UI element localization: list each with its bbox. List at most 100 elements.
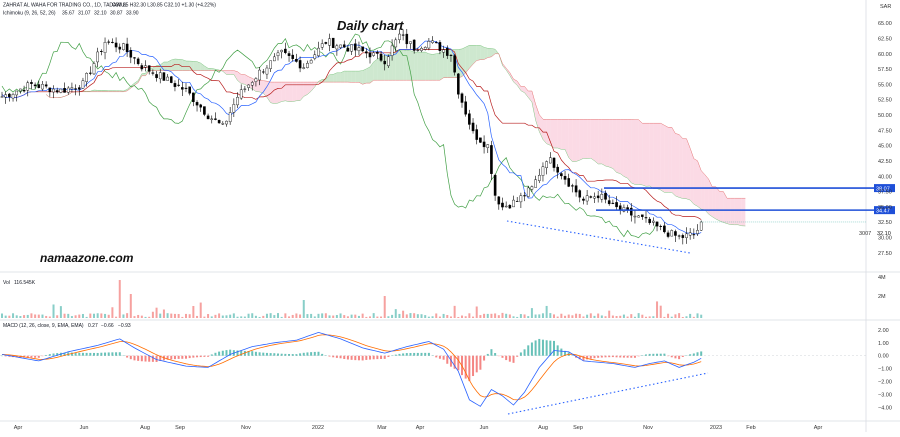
candle-body: [391, 46, 393, 56]
macd-histogram-bar: [413, 353, 415, 356]
volume-bar: [406, 314, 408, 318]
candle-body: [582, 199, 584, 200]
candle-body: [207, 116, 209, 119]
volume-bar: [446, 315, 448, 318]
volume-bar: [244, 317, 246, 318]
volume-bar: [38, 315, 40, 318]
cloud-segment: [694, 159, 698, 207]
countdown-label: 3007: [859, 231, 871, 237]
volume-bar: [671, 317, 673, 318]
macd-histogram-bar: [656, 354, 658, 356]
volume-bar: [152, 312, 154, 318]
candle-body: [178, 85, 180, 86]
volume-bar: [225, 315, 227, 318]
macd-histogram-bar: [406, 353, 408, 356]
candle-body: [417, 50, 419, 51]
macd-histogram-bar: [332, 356, 334, 358]
candle-body: [439, 42, 441, 50]
volume-bar: [376, 317, 378, 318]
macd-histogram-bar: [638, 356, 640, 357]
macd-histogram-bar: [343, 356, 345, 359]
volume-bar: [678, 313, 680, 318]
volume-bar: [86, 317, 88, 318]
candle-body: [288, 53, 290, 55]
volume-bar: [259, 317, 261, 318]
cloud-segment: [274, 82, 278, 104]
volume-bar: [402, 311, 404, 318]
volume-bar: [369, 316, 371, 318]
volume-bar: [608, 311, 610, 318]
cloud-segment: [226, 71, 230, 75]
candle-body: [185, 88, 187, 89]
volume-tick-label: 2M: [878, 294, 886, 300]
candle-body: [652, 221, 654, 222]
cloud-segment: [646, 123, 650, 186]
cloud-segment: [348, 71, 352, 82]
macd-histogram-bar: [115, 352, 117, 355]
macd-histogram-bar: [590, 356, 592, 359]
cloud-segment: [661, 123, 665, 192]
volume-bar: [273, 315, 275, 318]
macd-histogram-bar: [630, 356, 632, 358]
cloud-segment: [613, 119, 617, 172]
price-tick-label: 55.00: [878, 82, 892, 88]
candle-body: [351, 44, 353, 51]
macd-histogram-bar: [634, 356, 636, 358]
candle-body: [395, 40, 397, 47]
volume-bar: [27, 315, 29, 318]
candle-body: [30, 82, 32, 83]
time-tick-label: Jun: [480, 425, 489, 431]
candle-body: [122, 44, 124, 50]
candle-body: [649, 219, 651, 223]
cloud-segment: [422, 52, 426, 80]
candle-body: [641, 215, 643, 217]
candle-body: [141, 65, 143, 69]
cloud-segment: [433, 54, 437, 80]
candle-body: [332, 38, 334, 48]
candle-body: [568, 178, 570, 186]
candle-body: [479, 138, 481, 143]
macd-histogram-bar: [152, 356, 154, 362]
macd-histogram-bar: [501, 356, 503, 358]
volume-bar: [597, 314, 599, 318]
candle-body: [494, 175, 496, 195]
price-tick-label: 42.50: [878, 159, 892, 165]
candle-body: [365, 52, 367, 53]
ichimoku-value-4: 30.87: [110, 11, 123, 17]
cloud-segment: [182, 60, 186, 71]
cloud-segment: [429, 54, 433, 80]
cloud-segment: [414, 52, 418, 80]
macd-histogram-bar: [700, 351, 702, 355]
volume-bar: [251, 313, 253, 318]
volume-bar: [41, 315, 43, 318]
macd-histogram-bar: [424, 353, 426, 356]
cloud-segment: [631, 119, 635, 184]
time-tick-label: Jun: [80, 425, 89, 431]
candle-body: [398, 34, 400, 40]
macd-histogram-bar: [623, 356, 625, 358]
macd-histogram-bar: [270, 353, 272, 356]
candle-body: [358, 48, 360, 51]
candle-body: [571, 186, 573, 187]
candle-body: [656, 222, 658, 226]
macd-histogram-bar: [369, 356, 371, 360]
cloud-segment: [712, 187, 716, 219]
macd-histogram-bar: [200, 356, 202, 357]
volume-bar: [133, 316, 135, 318]
volume-bar: [524, 314, 526, 318]
volume-bar: [660, 306, 662, 318]
volume-bar: [645, 317, 647, 318]
cloud-segment: [635, 120, 639, 185]
macd-histogram-bar: [137, 356, 139, 361]
time-tick-label: Apr: [14, 425, 23, 431]
cloud-segment: [278, 82, 282, 103]
volume-bar: [365, 317, 367, 318]
volume-bar: [16, 315, 18, 318]
candle-body: [214, 119, 216, 120]
volume-bar: [45, 316, 47, 318]
candle-body: [369, 53, 371, 57]
symbol-line: ZAHRAT AL WAHA FOR TRADING CO., 1D, TADA…: [3, 3, 127, 9]
candle-body: [560, 174, 562, 176]
macd-histogram-bar: [472, 356, 474, 376]
